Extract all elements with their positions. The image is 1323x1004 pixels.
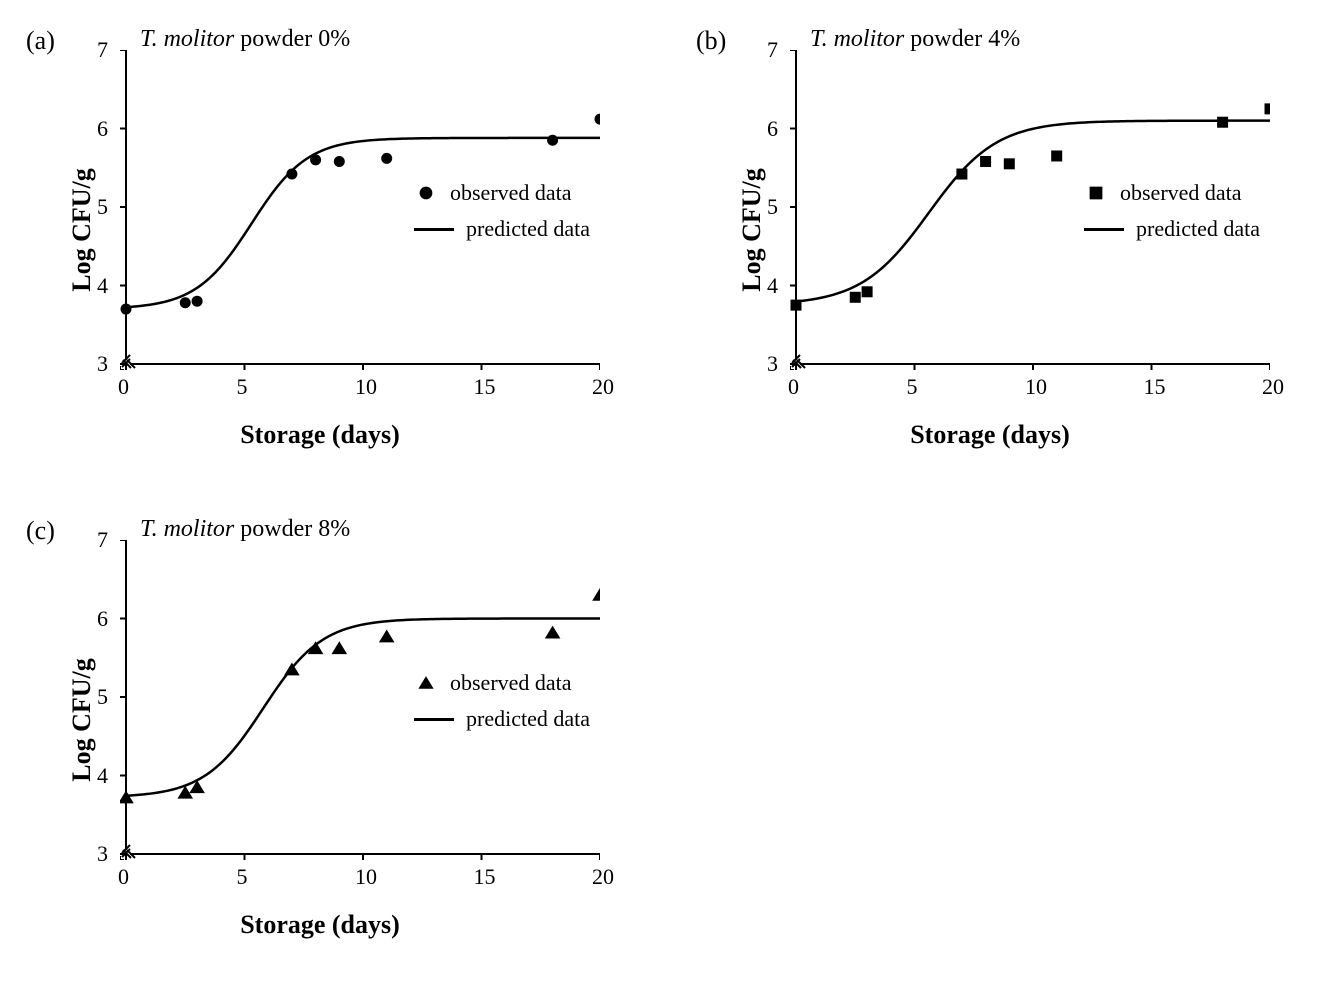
x-tick-label: 0 [788, 374, 799, 400]
marker-circle-icon [381, 153, 392, 164]
x-tick-label: 15 [1144, 374, 1166, 400]
marker-square-icon [980, 156, 991, 167]
x-tick-label: 10 [355, 864, 377, 890]
x-tick-label: 20 [592, 374, 614, 400]
legend-line-icon [414, 228, 454, 231]
panel-b: (b)T. molitor powder 4%Log CFU/gStorage … [690, 20, 1290, 440]
y-tick-label: 5 [97, 194, 108, 220]
y-tick-label: 4 [97, 763, 108, 789]
legend-line-icon [1084, 228, 1124, 231]
marker-circle-icon [595, 114, 601, 125]
marker-circle-icon [121, 304, 132, 315]
marker-triangle-icon [332, 641, 348, 654]
x-axis-label: Storage (days) [240, 420, 400, 450]
marker-circle-icon [547, 135, 558, 146]
legend-observed: observed data [1084, 180, 1260, 206]
marker-circle-icon [334, 156, 345, 167]
marker-square-icon [1217, 117, 1228, 128]
y-tick-label: 3 [767, 351, 778, 377]
marker-square-icon [850, 292, 861, 303]
panel-title: T. molitor powder 4% [810, 26, 1020, 53]
legend-observed: observed data [414, 180, 590, 206]
y-tick-label: 7 [97, 37, 108, 63]
marker-square-icon [1090, 187, 1103, 200]
y-tick-label: 4 [97, 273, 108, 299]
x-tick-label: 15 [474, 374, 496, 400]
y-tick-label: 7 [767, 37, 778, 63]
panel-letter: (c) [26, 516, 55, 546]
legend-predicted: predicted data [414, 706, 590, 732]
y-tick-label: 6 [97, 606, 108, 632]
marker-square-icon [1004, 158, 1015, 169]
marker-triangle-icon [592, 588, 600, 601]
panel-letter: (a) [26, 26, 55, 56]
x-axis-label: Storage (days) [910, 420, 1070, 450]
x-tick-label: 10 [1025, 374, 1047, 400]
marker-triangle-icon [418, 676, 433, 689]
figure-grid: (a) T. molitor powder 0% Log CFU/g Storage … [20, 20, 1300, 930]
y-axis-label: Log CFU/g [67, 658, 97, 782]
x-tick-label: 10 [355, 374, 377, 400]
y-tick-label: 5 [97, 684, 108, 710]
marker-triangle-icon [284, 663, 300, 676]
x-tick-label: 5 [907, 374, 918, 400]
legend: observed data predicted data [414, 180, 590, 252]
marker-square-icon [791, 300, 802, 311]
y-tick-label: 6 [767, 116, 778, 142]
y-tick-label: 3 [97, 351, 108, 377]
panel-a: (a)T. molitor powder 0%Log CFU/gStorage … [20, 20, 620, 440]
marker-square-icon [1051, 150, 1062, 161]
y-tick-label: 7 [97, 527, 108, 553]
x-tick-label: 5 [237, 374, 248, 400]
marker-square-icon [862, 286, 873, 297]
legend-line-icon [414, 718, 454, 721]
panel-c: (c)T. molitor powder 8%Log CFU/gStorage … [20, 510, 620, 930]
marker-circle-icon [420, 187, 433, 200]
marker-triangle-icon [120, 790, 134, 803]
panel-title: T. molitor powder 8% [140, 516, 350, 543]
y-axis-label: Log CFU/g [737, 168, 767, 292]
y-axis-label: Log CFU/g [67, 168, 97, 292]
marker-circle-icon [192, 296, 203, 307]
marker-circle-icon [310, 154, 321, 165]
x-tick-label: 20 [1262, 374, 1284, 400]
y-tick-label: 4 [767, 273, 778, 299]
x-tick-label: 5 [237, 864, 248, 890]
legend-predicted: predicted data [1084, 216, 1260, 242]
x-tick-label: 20 [592, 864, 614, 890]
y-tick-label: 6 [97, 116, 108, 142]
y-tick-label: 3 [97, 841, 108, 867]
x-tick-label: 0 [118, 864, 129, 890]
y-tick-label: 5 [767, 194, 778, 220]
marker-circle-icon [286, 169, 297, 180]
marker-triangle-icon [545, 626, 561, 639]
legend-predicted: predicted data [414, 216, 590, 242]
marker-square-icon [956, 169, 967, 180]
legend-observed: observed data [414, 670, 590, 696]
legend: observed data predicted data [414, 670, 590, 742]
marker-circle-icon [180, 297, 191, 308]
x-tick-label: 0 [118, 374, 129, 400]
panel-letter: (b) [696, 26, 726, 56]
panel-title: T. molitor powder 0% [140, 26, 350, 53]
x-axis-label: Storage (days) [240, 910, 400, 940]
marker-triangle-icon [379, 630, 395, 643]
x-tick-label: 15 [474, 864, 496, 890]
marker-square-icon [1265, 103, 1271, 114]
legend: observed data predicted data [1084, 180, 1260, 252]
